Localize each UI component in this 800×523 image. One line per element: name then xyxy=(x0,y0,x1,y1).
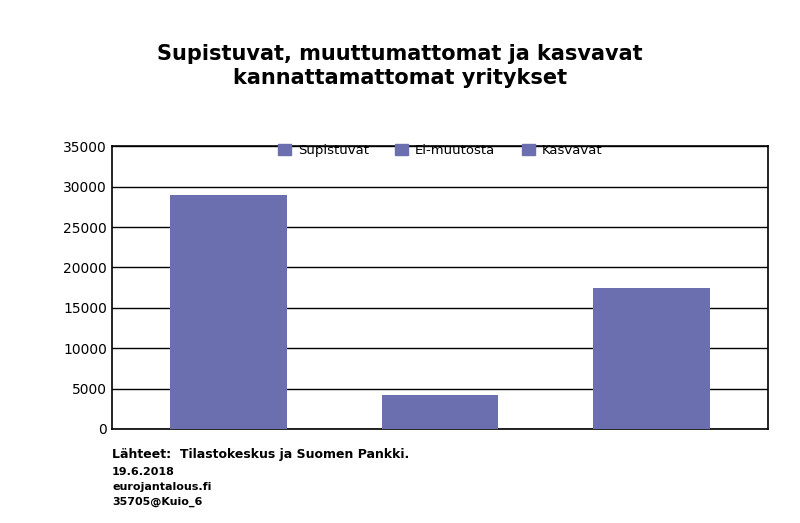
Text: Supistuvat, muuttumattomat ja kasvavat
kannattamattomat yritykset: Supistuvat, muuttumattomat ja kasvavat k… xyxy=(157,44,643,88)
Bar xyxy=(594,288,710,429)
Text: 35705@Kuio_6: 35705@Kuio_6 xyxy=(112,497,202,507)
Bar xyxy=(382,395,498,429)
Text: eurojantalous.fi: eurojantalous.fi xyxy=(112,482,211,492)
Bar xyxy=(170,195,286,429)
Text: 19.6.2018: 19.6.2018 xyxy=(112,467,175,477)
Legend: Supistuvat, Ei-muutosta, Kasvavat: Supistuvat, Ei-muutosta, Kasvavat xyxy=(274,140,606,161)
Text: Lähteet:  Tilastokeskus ja Suomen Pankki.: Lähteet: Tilastokeskus ja Suomen Pankki. xyxy=(112,448,410,461)
